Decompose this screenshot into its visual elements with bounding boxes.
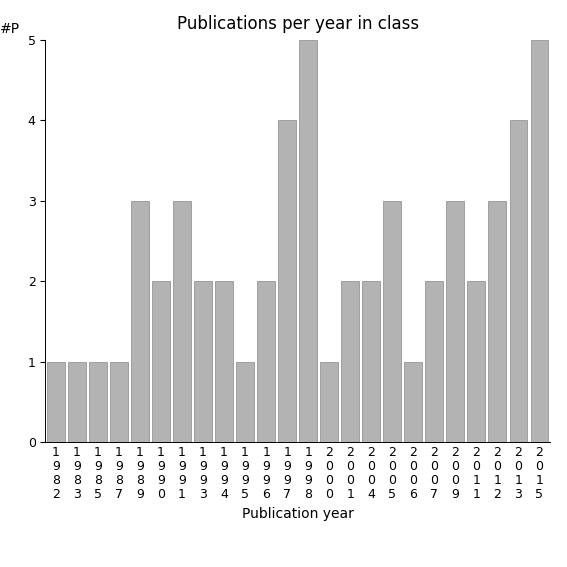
Bar: [194, 281, 212, 442]
Bar: [425, 281, 443, 442]
Bar: [47, 362, 65, 442]
Bar: [341, 281, 359, 442]
Bar: [362, 281, 380, 442]
Bar: [110, 362, 128, 442]
Bar: [383, 201, 401, 442]
Bar: [446, 201, 464, 442]
Bar: [152, 281, 170, 442]
Bar: [404, 362, 422, 442]
Bar: [131, 201, 149, 442]
Bar: [320, 362, 338, 442]
Bar: [278, 120, 296, 442]
Bar: [89, 362, 107, 442]
Bar: [467, 281, 485, 442]
Bar: [257, 281, 275, 442]
Bar: [173, 201, 191, 442]
Bar: [236, 362, 254, 442]
X-axis label: Publication year: Publication year: [242, 507, 354, 521]
Bar: [531, 40, 548, 442]
Bar: [68, 362, 86, 442]
Bar: [299, 40, 317, 442]
Y-axis label: #P: #P: [0, 22, 20, 36]
Bar: [510, 120, 527, 442]
Title: Publications per year in class: Publications per year in class: [176, 15, 419, 32]
Bar: [489, 201, 506, 442]
Bar: [215, 281, 233, 442]
